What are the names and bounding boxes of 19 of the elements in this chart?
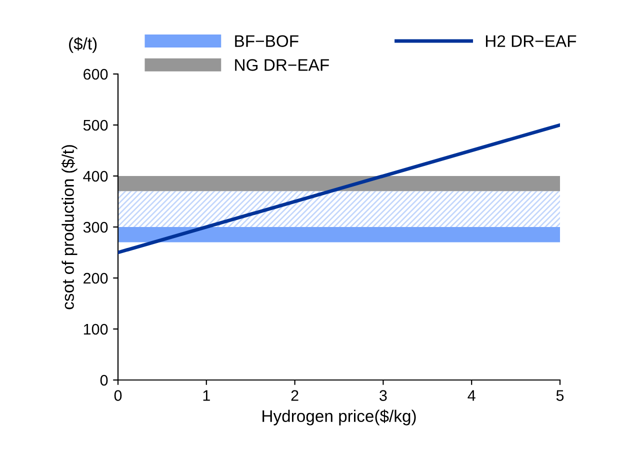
y-tick-label: 600 <box>84 68 108 80</box>
y-tick-label: 300 <box>83 222 108 233</box>
y-axis-title: csot of production ($/t) <box>61 145 78 310</box>
x-axis-title: Hydrogen price($/kg) <box>262 410 416 426</box>
x-tick-label: 3 <box>380 390 387 401</box>
x-tick-label: 1 <box>203 390 210 401</box>
y-tick-label: 500 <box>83 120 108 131</box>
legend-label: NG DR−EAF <box>235 59 329 71</box>
y-tick-label: 400 <box>83 170 108 182</box>
y-tick-label: 0 <box>100 374 108 386</box>
x-tick-label: 0 <box>114 390 122 401</box>
y-tick-label: 200 <box>84 272 108 284</box>
legend-label: H2 DR−EAF <box>486 35 576 47</box>
x-tick-label: 2 <box>291 390 298 401</box>
legend-label: BF−BOF <box>235 35 298 48</box>
x-tick-label: 5 <box>556 390 564 401</box>
text: ($/t) <box>69 37 97 53</box>
y-tick-label: 100 <box>84 324 108 335</box>
x-tick-label: 4 <box>468 390 476 401</box>
